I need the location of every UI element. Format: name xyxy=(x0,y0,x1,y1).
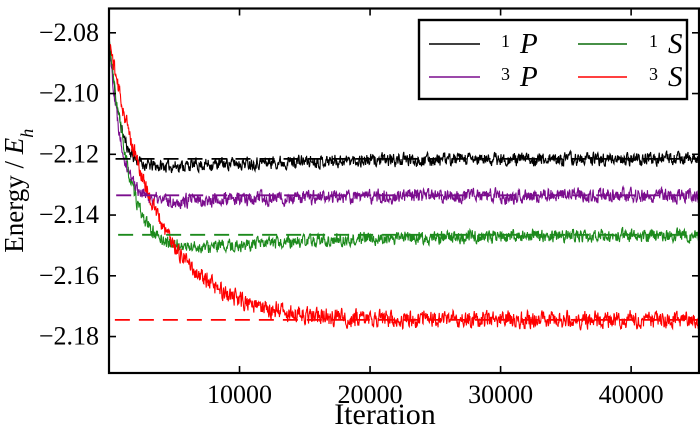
svg-text:10000: 10000 xyxy=(207,380,272,409)
svg-text:−2.12: −2.12 xyxy=(39,139,99,168)
svg-text:30000: 30000 xyxy=(468,380,533,409)
svg-text:−2.14: −2.14 xyxy=(39,200,99,229)
svg-text:Iteration: Iteration xyxy=(334,398,436,431)
svg-text:40000: 40000 xyxy=(599,380,664,409)
svg-text:−2.18: −2.18 xyxy=(39,322,99,351)
svg-text:−2.08: −2.08 xyxy=(39,18,99,47)
svg-text:−2.16: −2.16 xyxy=(39,261,99,290)
svg-text:−2.10: −2.10 xyxy=(39,79,99,108)
